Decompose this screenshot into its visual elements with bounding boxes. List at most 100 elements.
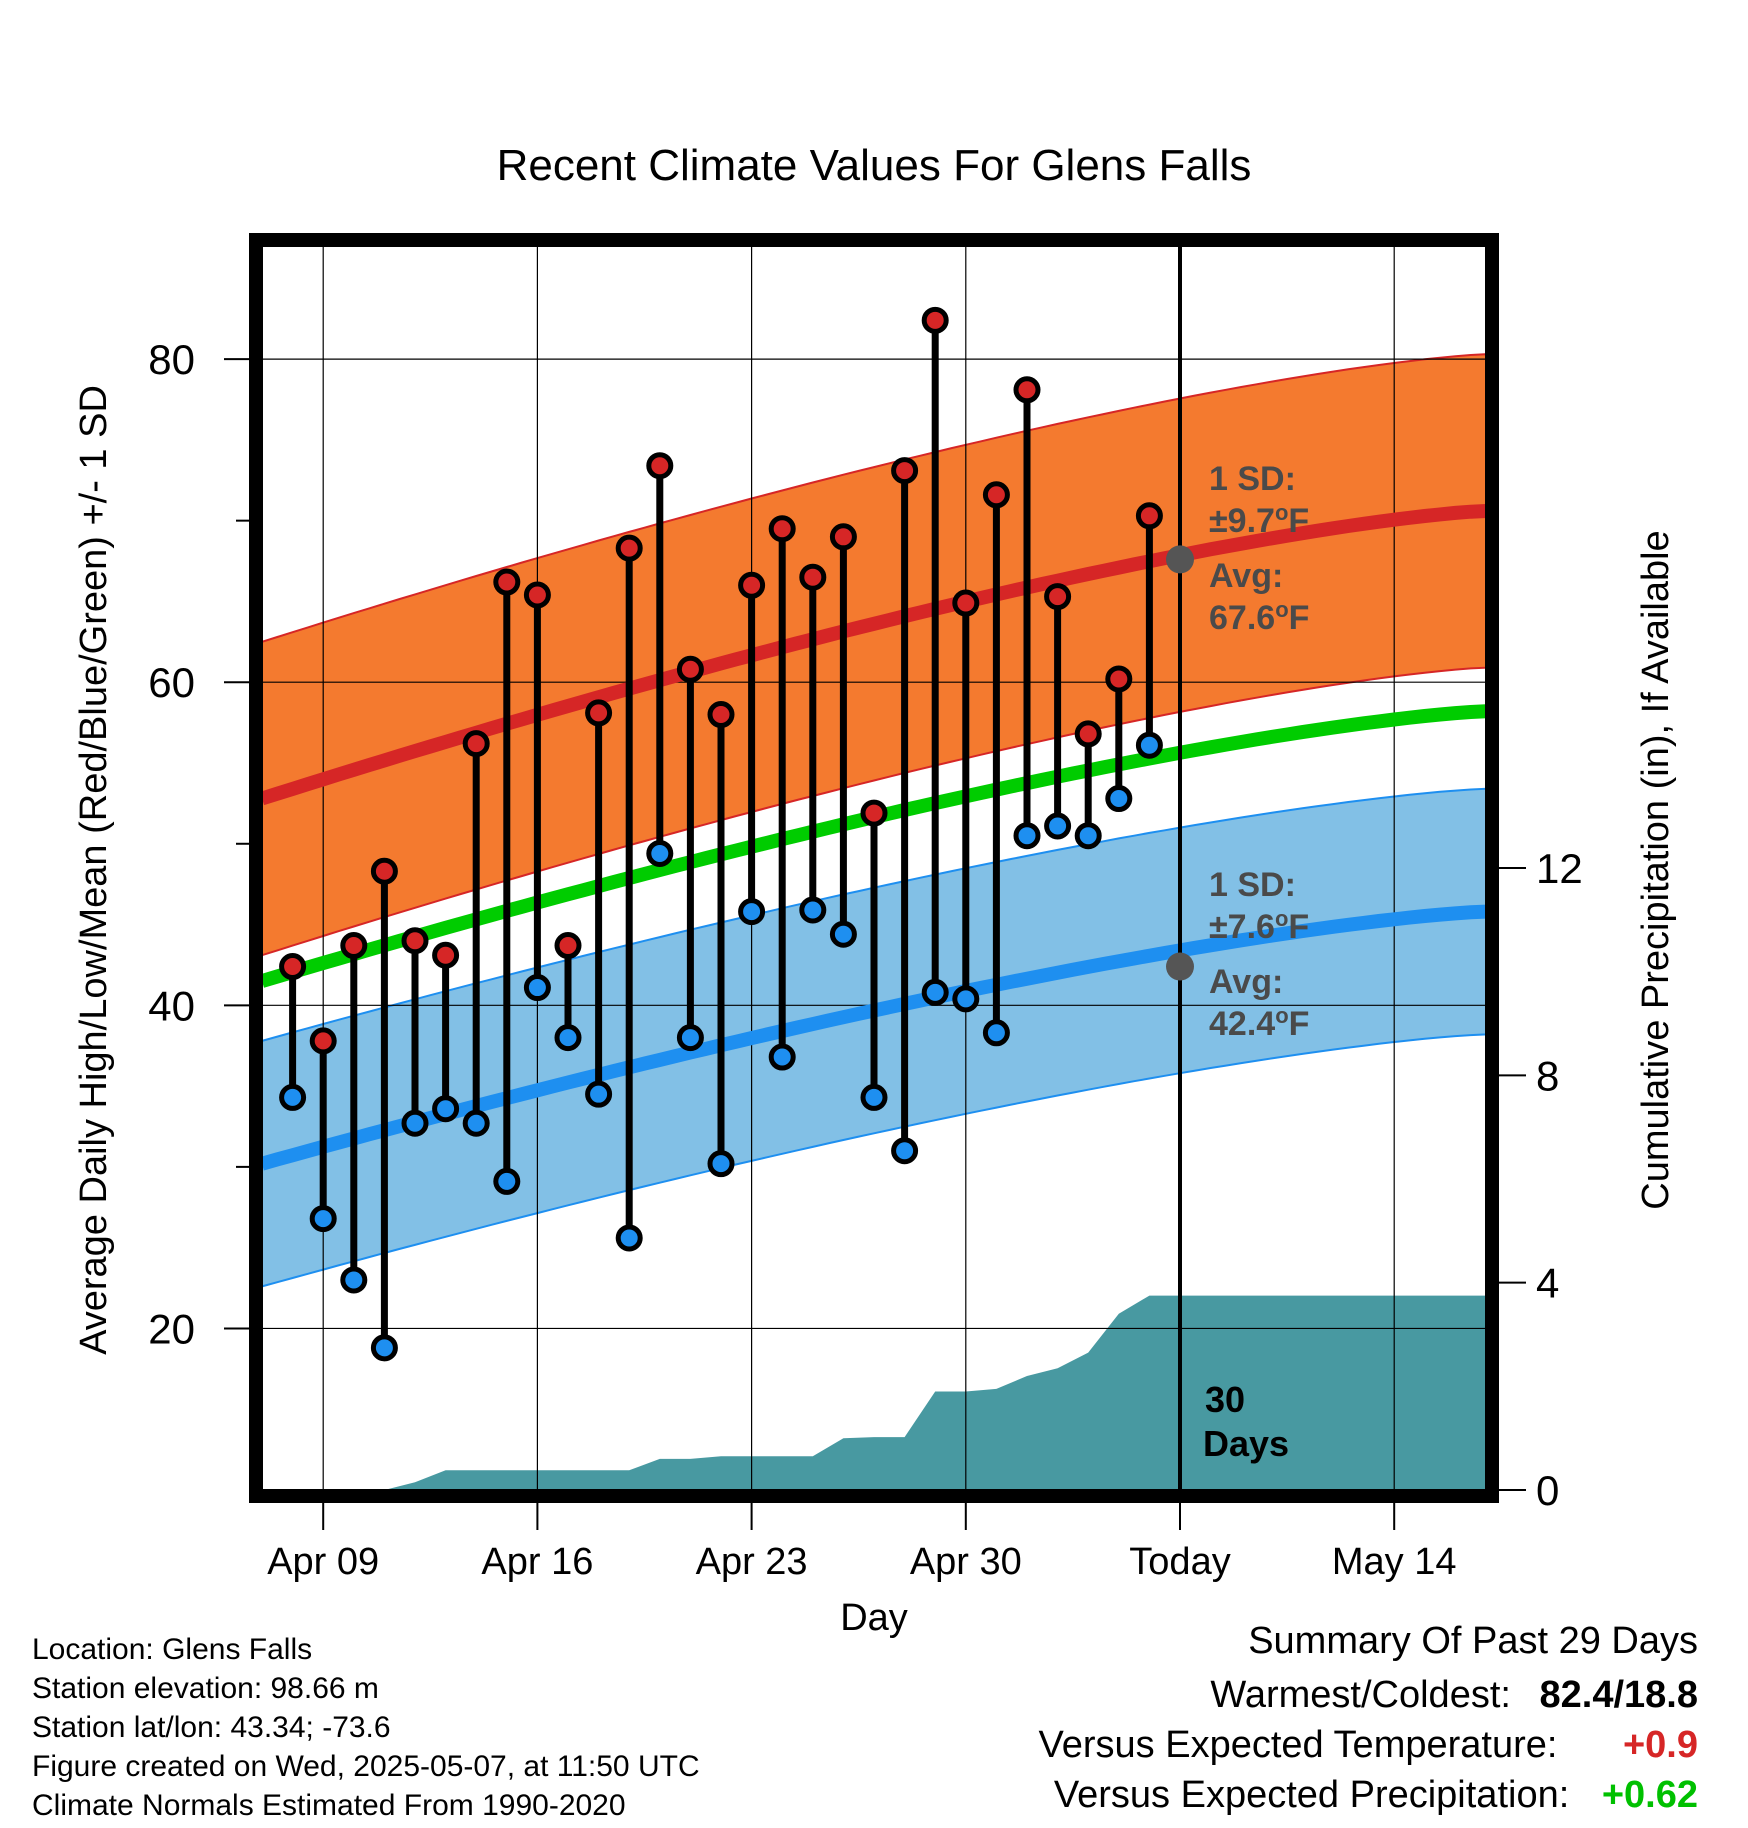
observed-high-point bbox=[1044, 583, 1072, 611]
summary-heading-text: Summary Of Past 29 Days bbox=[1248, 1620, 1698, 1662]
summary-temp: Versus Expected Temperature: +0.9 bbox=[1039, 1724, 1698, 1767]
temp-value: +0.9 bbox=[1622, 1724, 1698, 1766]
observed-low-point bbox=[1105, 785, 1133, 813]
observed-low-point bbox=[829, 920, 857, 948]
observation-apr-30 bbox=[952, 589, 980, 1013]
observation-apr-12 bbox=[401, 927, 429, 1137]
observation-apr-09 bbox=[309, 1027, 337, 1233]
observed-high-point bbox=[707, 701, 735, 729]
observed-high-point bbox=[493, 568, 521, 596]
observation-apr-10 bbox=[340, 932, 368, 1294]
high-avg-label: Avg: bbox=[1209, 557, 1283, 595]
observation-apr-19 bbox=[615, 534, 643, 1252]
station-elevation: Station elevation: 98.66 m bbox=[32, 1672, 379, 1705]
observation-apr-15 bbox=[493, 568, 521, 1195]
plot-frame bbox=[249, 233, 1499, 1503]
y2-tick-label: 8 bbox=[1536, 1052, 1559, 1099]
low-avg-label: Avg: bbox=[1209, 963, 1283, 1001]
observation-apr-22 bbox=[707, 701, 735, 1178]
x-tick-label: May 14 bbox=[1332, 1541, 1457, 1583]
low-sd-value: ±7.6oF bbox=[1209, 906, 1309, 946]
observation-apr-13 bbox=[432, 941, 460, 1123]
observation-apr-08 bbox=[279, 953, 307, 1111]
low-sd-label: 1 SD: bbox=[1209, 866, 1296, 904]
observed-high-point bbox=[370, 857, 398, 885]
observed-high-point bbox=[676, 655, 704, 683]
station-latlon: Station lat/lon: 43.34; -73.6 bbox=[32, 1711, 391, 1744]
observed-high-point bbox=[891, 457, 919, 485]
y-tick-label: 40 bbox=[148, 982, 195, 1029]
observation-apr-25 bbox=[799, 563, 827, 924]
observed-low-point bbox=[921, 978, 949, 1006]
observed-low-point bbox=[309, 1205, 337, 1233]
summary-warm-cold: Warmest/Coldest: 82.4/18.8 bbox=[1210, 1674, 1698, 1717]
observation-apr-26 bbox=[829, 523, 857, 948]
observed-high-point bbox=[462, 730, 490, 758]
observed-low-point bbox=[1135, 731, 1163, 759]
observation-apr-14 bbox=[462, 730, 490, 1137]
y-tick-label: 60 bbox=[148, 659, 195, 706]
today-high-avg-marker bbox=[1166, 545, 1194, 574]
precip-label: Versus Expected Precipitation: bbox=[1053, 1774, 1570, 1816]
observed-low-point bbox=[952, 985, 980, 1013]
observation-may-06 bbox=[1135, 502, 1163, 759]
today-low-avg-marker bbox=[1166, 952, 1194, 981]
y-axis-left: 20 40 60 80 bbox=[148, 336, 250, 1352]
precip-value: +0.62 bbox=[1601, 1774, 1698, 1816]
station-location: Location: Glens Falls bbox=[32, 1633, 313, 1666]
observed-high-point bbox=[554, 932, 582, 960]
summary-heading: Summary Of Past 29 Days bbox=[1248, 1620, 1698, 1663]
observed-low-point bbox=[1044, 812, 1072, 840]
high-sd-label: 1 SD: bbox=[1209, 460, 1296, 498]
observed-high-point bbox=[1013, 376, 1041, 404]
observed-low-point bbox=[585, 1080, 613, 1108]
observed-low-point bbox=[462, 1109, 490, 1137]
observation-may-03 bbox=[1044, 583, 1072, 840]
observed-high-point bbox=[309, 1027, 337, 1055]
y2-tick-label: 12 bbox=[1536, 845, 1583, 892]
observation-may-02 bbox=[1013, 376, 1041, 850]
observed-low-point bbox=[279, 1083, 307, 1111]
observed-high-point bbox=[738, 571, 766, 599]
observed-low-point bbox=[523, 974, 551, 1002]
x-tick-label: Apr 09 bbox=[267, 1541, 379, 1583]
observation-may-04 bbox=[1074, 720, 1102, 850]
observation-apr-21 bbox=[676, 655, 704, 1052]
observation-apr-28 bbox=[891, 457, 919, 1165]
station-info: Location: Glens Falls Station elevation:… bbox=[32, 1630, 700, 1825]
observation-apr-20 bbox=[646, 452, 674, 867]
y2-axis-label: Cumulative Precipitation (in), If Availa… bbox=[1635, 530, 1677, 1209]
window-count: 30 bbox=[1205, 1379, 1245, 1420]
y-tick-label: 80 bbox=[148, 336, 195, 383]
observed-high-point bbox=[615, 534, 643, 562]
observation-apr-24 bbox=[768, 515, 796, 1071]
observed-high-point bbox=[340, 932, 368, 960]
x-tick-label: Today bbox=[1129, 1541, 1230, 1583]
observed-low-point bbox=[799, 896, 827, 924]
observed-low-point bbox=[738, 898, 766, 926]
normals-period: Climate Normals Estimated From 1990-2020 bbox=[32, 1789, 626, 1822]
figure-created: Figure created on Wed, 2025-05-07, at 11… bbox=[32, 1750, 700, 1783]
observed-high-point bbox=[768, 515, 796, 543]
observed-low-point bbox=[432, 1095, 460, 1123]
observed-high-point bbox=[585, 699, 613, 727]
high-sd-value: ±9.7oF bbox=[1209, 500, 1309, 540]
observed-low-point bbox=[493, 1167, 521, 1195]
observed-low-point bbox=[646, 839, 674, 867]
observed-high-point bbox=[860, 799, 888, 827]
warm-cold-label: Warmest/Coldest: bbox=[1210, 1674, 1511, 1716]
observation-apr-11 bbox=[370, 857, 398, 1362]
low-avg-value: 42.4oF bbox=[1209, 1003, 1309, 1043]
observed-high-point bbox=[1074, 720, 1102, 748]
observed-high-point bbox=[921, 306, 949, 334]
observation-apr-27 bbox=[860, 799, 888, 1111]
observed-high-point bbox=[523, 581, 551, 609]
observed-high-point bbox=[799, 563, 827, 591]
observed-high-point bbox=[401, 927, 429, 955]
summary-precip: Versus Expected Precipitation: +0.62 bbox=[1054, 1774, 1698, 1817]
temp-label: Versus Expected Temperature: bbox=[1038, 1724, 1558, 1766]
window-unit: Days bbox=[1203, 1423, 1289, 1464]
